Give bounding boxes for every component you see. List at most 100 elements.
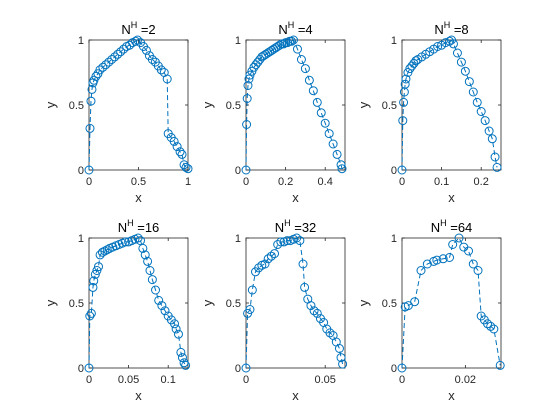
data-point	[147, 55, 157, 64]
data-point	[448, 240, 458, 249]
y-tick-label: 1	[78, 233, 84, 245]
data-point	[147, 275, 157, 285]
data-point	[422, 259, 432, 269]
axes-6-box	[401, 237, 502, 369]
data-point	[87, 84, 97, 94]
y-tick-label: 1	[235, 35, 241, 47]
data-point	[292, 44, 302, 54]
data-point	[243, 81, 253, 90]
data-point	[85, 311, 95, 321]
data-point	[312, 97, 322, 107]
data-point	[490, 152, 500, 162]
axes-1: 0 0.5 1 0 0.5 1 x y NH =2	[43, 20, 193, 205]
data-point	[175, 147, 185, 157]
data-point	[242, 94, 252, 103]
data-point	[98, 62, 108, 72]
data-point	[468, 259, 478, 269]
data-point	[472, 97, 482, 107]
data-point	[336, 160, 346, 170]
x-tick-label: 0	[243, 374, 249, 386]
x-tick-label: 0.1	[161, 374, 176, 386]
data-point	[486, 321, 496, 331]
data-point	[454, 233, 464, 243]
data-point	[279, 39, 289, 49]
chart-title: NH =32	[275, 218, 317, 235]
data-point	[399, 97, 409, 107]
data-point	[157, 301, 167, 311]
data-point	[86, 96, 96, 106]
data-point	[266, 251, 276, 261]
data-point	[241, 363, 251, 373]
data-point	[244, 74, 254, 84]
data-point	[170, 319, 180, 329]
y-tick-label: 1	[391, 233, 397, 245]
data-point	[131, 36, 141, 46]
data-point	[432, 255, 442, 265]
data-point	[97, 247, 107, 257]
data-point	[113, 49, 123, 59]
axes-2-box	[245, 39, 346, 171]
data-point	[460, 66, 470, 76]
axes-5-box	[245, 237, 346, 369]
chart-title: NH =4	[278, 20, 312, 37]
data-point	[308, 86, 318, 96]
data-point	[133, 35, 143, 45]
data-point	[94, 262, 104, 272]
data-point	[287, 36, 297, 46]
data-point	[90, 269, 100, 279]
data-point	[397, 363, 407, 373]
data-point	[320, 118, 330, 128]
data-point	[86, 308, 96, 318]
x-tick-label: 0.4	[318, 176, 333, 188]
data-point	[464, 246, 474, 256]
data-point	[295, 236, 305, 246]
y-tick-label: 0	[391, 363, 397, 375]
data-point	[273, 240, 283, 249]
data-point	[107, 55, 117, 64]
data-point	[398, 116, 408, 126]
data-point	[296, 55, 306, 64]
axes-6: 0 0.02 0 0.5 1 x y NH =64	[356, 218, 505, 403]
data-point	[483, 319, 493, 329]
series-line	[88, 237, 187, 369]
data-point	[401, 74, 411, 84]
data-point	[275, 40, 285, 50]
data-point	[254, 263, 264, 273]
axes-3-box	[401, 39, 502, 171]
axes-3: 0 0.1 0.2 0 0.5 1 x y NH =8	[356, 20, 502, 205]
data-point	[283, 38, 293, 48]
data-point	[336, 353, 346, 363]
y-tick-label: 0.5	[226, 298, 241, 310]
data-point	[110, 52, 120, 62]
y-tick-label: 1	[391, 35, 397, 47]
data-point	[173, 329, 183, 339]
data-point	[484, 126, 494, 136]
data-point	[468, 87, 478, 97]
data-point	[116, 47, 126, 57]
data-point	[397, 165, 407, 175]
chart-title: NH =8	[434, 20, 468, 37]
y-axis-label: y	[356, 101, 371, 108]
data-point	[88, 282, 98, 292]
data-point	[300, 64, 310, 74]
x-axis-label: x	[292, 388, 299, 403]
y-tick-label: 0.5	[382, 100, 397, 112]
data-point	[276, 237, 286, 247]
data-point	[332, 149, 342, 159]
data-point	[181, 360, 191, 370]
data-point	[316, 108, 326, 118]
data-point	[476, 107, 486, 116]
y-axis-label: y	[200, 299, 215, 306]
axes-1-box	[88, 39, 189, 171]
data-point	[324, 129, 334, 139]
data-point	[100, 246, 110, 256]
data-point	[452, 48, 462, 58]
data-point	[298, 259, 308, 269]
x-tick-label: 0.1	[434, 176, 449, 188]
x-tick-label: 0	[86, 176, 92, 188]
series-line	[88, 39, 189, 171]
data-point	[85, 123, 95, 133]
axes-4: 0 0.05 0.1 0 0.5 1 x y NH =16	[43, 218, 191, 403]
data-point	[162, 74, 172, 84]
series-line	[401, 39, 498, 171]
